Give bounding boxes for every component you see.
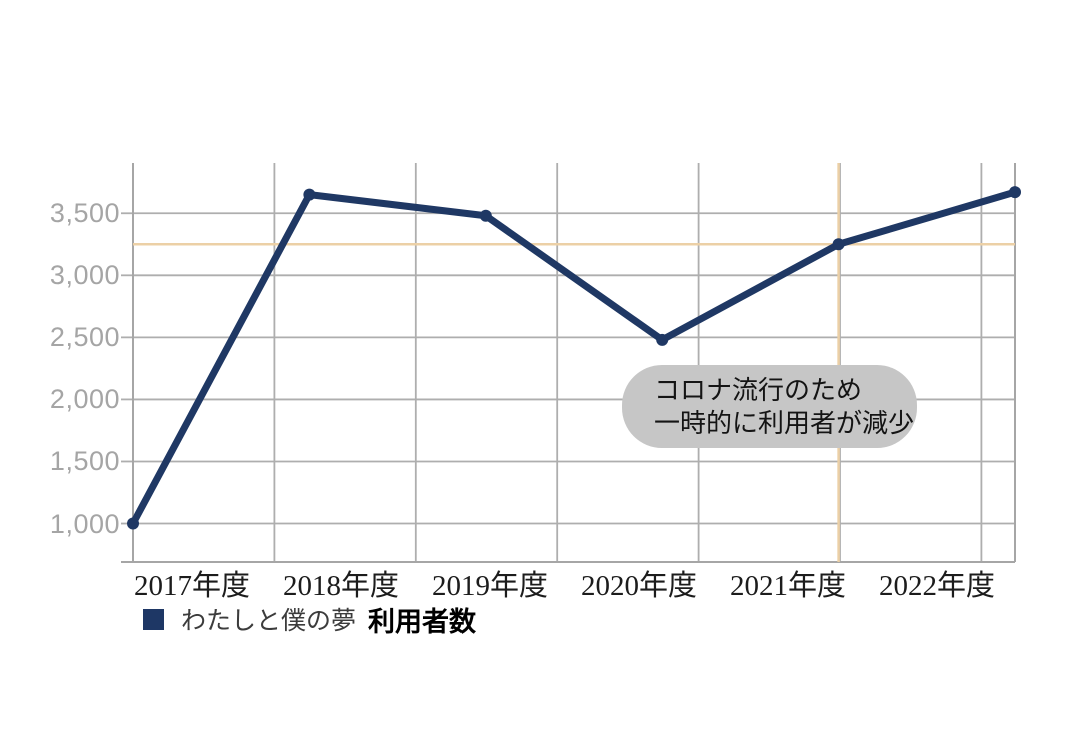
data-point bbox=[1009, 186, 1021, 199]
y-tick-label: 3,000 bbox=[49, 260, 120, 291]
y-tick-label: 2,000 bbox=[49, 384, 120, 415]
y-axis-title: 利用者数 bbox=[368, 606, 477, 637]
x-tick-label: 2019年度 bbox=[431, 570, 548, 602]
x-tick-label: 2018年度 bbox=[282, 570, 399, 602]
annotation-bubble: コロナ流行のため 一時的に利用者が減少 bbox=[622, 365, 917, 448]
y-tick-label: 1,500 bbox=[49, 446, 120, 477]
y-tick-label: 3,500 bbox=[49, 198, 120, 229]
legend-series-label: わたしと僕の夢 bbox=[181, 607, 357, 635]
y-tick-label: 2,500 bbox=[49, 322, 120, 353]
x-tick-label: 2017年度 bbox=[133, 570, 250, 602]
chart-legend: わたしと僕の夢 利用者数 bbox=[143, 604, 476, 637]
data-point bbox=[832, 238, 845, 251]
x-tick-label: 2020年度 bbox=[580, 570, 697, 602]
annotation-text-line: コロナ流行のため bbox=[654, 375, 863, 405]
legend-series-swatch bbox=[143, 608, 164, 630]
data-point bbox=[479, 209, 492, 222]
data-point bbox=[127, 517, 139, 530]
y-tick-label: 1,000 bbox=[49, 508, 120, 539]
x-tick-label: 2022年度 bbox=[878, 570, 995, 602]
data-point bbox=[656, 333, 669, 346]
x-tick-label: 2021年度 bbox=[729, 570, 846, 602]
data-point bbox=[303, 188, 316, 201]
data-line bbox=[129, 188, 1019, 528]
annotation-text-line: 一時的に利用者が減少 bbox=[654, 408, 915, 438]
